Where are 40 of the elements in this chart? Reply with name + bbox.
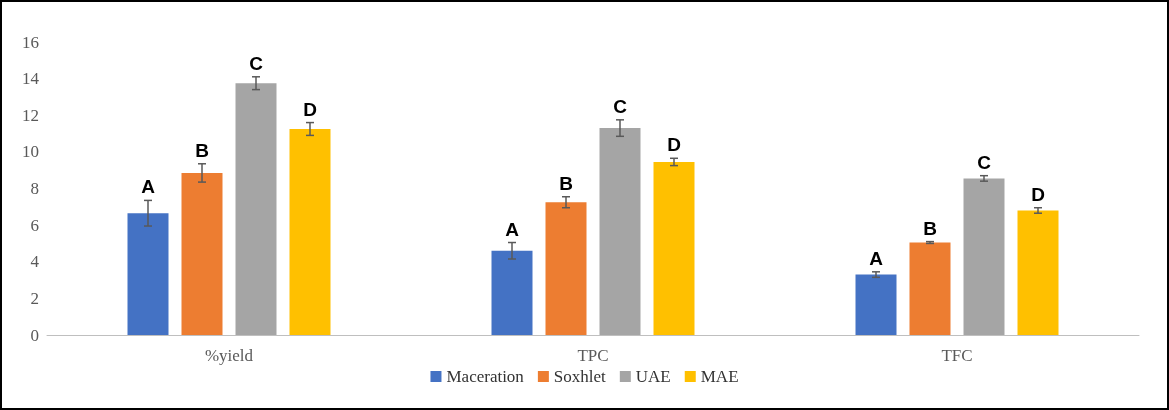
x-tick-label: TPC	[577, 346, 609, 365]
legend-label: Soxhlet	[553, 367, 607, 386]
bar	[491, 250, 533, 335]
y-tick-label: 14	[22, 69, 40, 89]
y-tick-label: 2	[30, 288, 39, 308]
legend-label: Maceration	[446, 367, 525, 386]
bar	[653, 161, 695, 335]
y-tick-label: 8	[30, 179, 39, 198]
data-label: A	[869, 247, 884, 269]
y-tick-label: 0	[30, 325, 39, 345]
y-tick-label: 16	[22, 32, 39, 52]
y-tick-label: 6	[30, 215, 39, 235]
data-label: D	[667, 134, 681, 156]
bar	[289, 128, 331, 335]
data-label: B	[559, 172, 573, 194]
bar	[127, 213, 169, 335]
bar	[855, 274, 897, 335]
bar	[599, 128, 641, 335]
data-label: A	[141, 176, 156, 198]
x-tick-label: %yield	[204, 346, 254, 365]
data-label: D	[1031, 183, 1045, 205]
y-tick-label: 12	[22, 105, 39, 125]
y-tick-label: 4	[30, 252, 40, 272]
data-label: B	[923, 217, 937, 239]
data-label: C	[249, 52, 264, 74]
data-label: A	[505, 218, 520, 240]
bar	[909, 242, 951, 335]
bar	[181, 172, 223, 335]
legend-label: MAE	[700, 367, 739, 386]
data-label: D	[303, 98, 317, 120]
bar	[963, 178, 1005, 335]
x-tick-label: TFC	[941, 346, 973, 365]
bar	[545, 202, 587, 335]
bar	[1017, 210, 1059, 335]
data-label: B	[195, 139, 209, 161]
bar	[235, 83, 277, 335]
data-label: C	[977, 151, 992, 173]
data-label: C	[613, 95, 628, 117]
legend-label: UAE	[635, 367, 671, 386]
y-tick-label: 10	[22, 142, 39, 162]
